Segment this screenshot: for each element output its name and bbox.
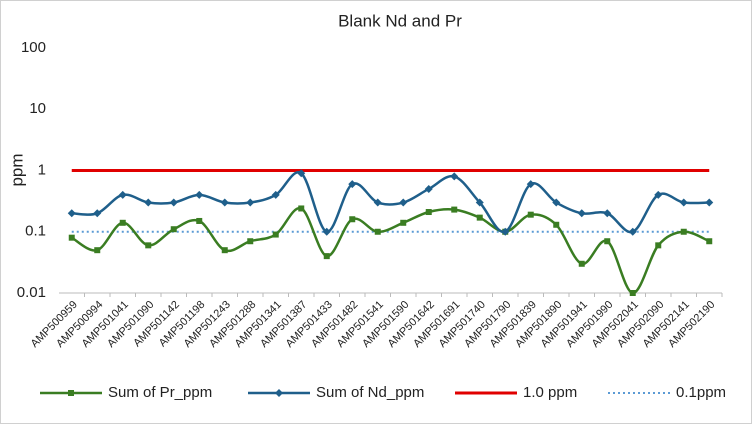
point: [247, 238, 254, 245]
point: [144, 198, 153, 207]
point: [195, 190, 204, 199]
point: [679, 198, 688, 207]
point: [604, 238, 611, 245]
point: [577, 209, 586, 218]
point: [323, 253, 330, 260]
point: [399, 198, 408, 207]
point: [629, 290, 636, 296]
point: [475, 198, 484, 207]
point: [655, 242, 662, 249]
point: [526, 180, 535, 189]
legend-marker: [275, 389, 283, 397]
point: [220, 198, 229, 207]
point: [348, 180, 357, 189]
legend-label: 1.0 ppm: [523, 384, 577, 401]
y-axis-label: ppm: [7, 153, 26, 186]
point: [705, 198, 714, 207]
point: [527, 211, 534, 218]
legend-label: Sum of Pr_ppm: [108, 384, 212, 401]
point: [451, 206, 458, 213]
point: [272, 231, 279, 238]
point: [425, 209, 432, 216]
y-tick-label: 100: [21, 39, 46, 56]
chart-title: Blank Nd and Pr: [338, 11, 462, 30]
point: [603, 209, 612, 218]
point: [424, 184, 433, 193]
point: [322, 227, 331, 236]
point: [93, 209, 102, 218]
point: [67, 209, 76, 218]
point: [552, 198, 561, 207]
point: [297, 169, 306, 178]
point: [271, 190, 280, 199]
point: [578, 260, 585, 267]
y-tick-label: 10: [29, 100, 46, 117]
point: [373, 198, 382, 207]
point: [119, 219, 126, 226]
point: [680, 228, 687, 235]
y-tick-label: 1: [38, 161, 46, 178]
point: [169, 198, 178, 207]
point: [349, 216, 356, 223]
point: [170, 226, 177, 233]
point: [298, 205, 305, 212]
point: [706, 238, 713, 245]
y-tick-label: 0.01: [17, 284, 46, 301]
point: [118, 190, 127, 199]
point: [374, 228, 381, 235]
point: [94, 247, 101, 254]
point: [68, 234, 75, 241]
point: [196, 217, 203, 224]
legend-label: Sum of Nd_ppm: [316, 384, 424, 401]
point: [450, 172, 459, 181]
legend-marker: [68, 390, 74, 396]
point: [221, 247, 228, 254]
point: [145, 242, 152, 249]
point: [400, 219, 407, 226]
point: [654, 190, 663, 199]
point: [476, 214, 483, 221]
point: [628, 227, 637, 236]
y-tick-label: 0.1: [25, 223, 46, 240]
point: [246, 198, 255, 207]
point: [553, 221, 560, 228]
legend-label: 0.1ppm: [676, 384, 726, 401]
point: [501, 227, 510, 236]
